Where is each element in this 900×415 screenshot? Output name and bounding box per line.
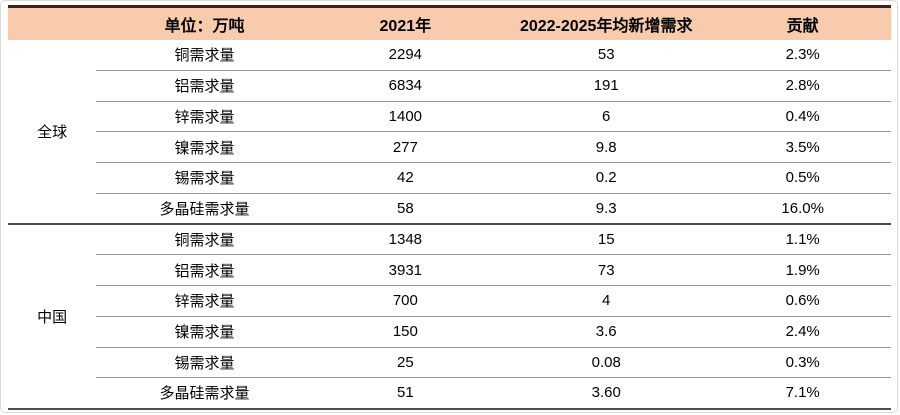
table-row: 多晶硅需求量 58 9.3 16.0% xyxy=(8,193,891,225)
value-2021-cell: 700 xyxy=(312,285,499,317)
table-row: 锡需求量 42 0.2 0.5% xyxy=(8,162,891,194)
value-new-demand-cell: 3.6 xyxy=(498,316,715,348)
value-new-demand-cell: 15 xyxy=(498,224,715,256)
metal-demand-table: 单位：万吨 2021年 2022-2025年均新增需求 贡献 全球 铜需求量 229… xyxy=(8,5,891,410)
value-contribution-cell: 0.6% xyxy=(714,285,891,317)
value-contribution-cell: 0.3% xyxy=(714,347,891,379)
item-name-cell: 铝需求量 xyxy=(96,70,313,102)
item-name-cell: 锡需求量 xyxy=(96,347,313,379)
value-new-demand-cell: 4 xyxy=(498,285,715,317)
value-new-demand-cell: 191 xyxy=(498,70,715,102)
table-row: 铝需求量 3931 73 1.9% xyxy=(8,254,891,286)
value-2021-cell: 3931 xyxy=(312,254,499,286)
value-contribution-cell: 0.4% xyxy=(714,101,891,133)
header-cell-contribution: 贡献 xyxy=(714,5,891,40)
item-name-cell: 铝需求量 xyxy=(96,254,313,286)
value-contribution-cell: 2.4% xyxy=(714,316,891,348)
value-2021-cell: 42 xyxy=(312,162,499,194)
value-new-demand-cell: 6 xyxy=(498,101,715,133)
value-2021-cell: 51 xyxy=(312,377,499,410)
header-cell-new-demand: 2022-2025年均新增需求 xyxy=(498,5,715,40)
value-2021-cell: 277 xyxy=(312,131,499,163)
value-2021-cell: 150 xyxy=(312,316,499,348)
table-row: 锌需求量 700 4 0.6% xyxy=(8,285,891,317)
value-new-demand-cell: 0.08 xyxy=(498,347,715,379)
value-new-demand-cell: 73 xyxy=(498,254,715,286)
value-new-demand-cell: 53 xyxy=(498,39,715,71)
header-cell-unit: 单位：万吨 xyxy=(96,5,313,40)
table-row: 镍需求量 150 3.6 2.4% xyxy=(8,316,891,348)
table-body: 全球 铜需求量 2294 53 2.3% 铝需求量 6834 191 2.8% 锌需求量 1400 6… xyxy=(8,39,891,410)
value-new-demand-cell: 9.3 xyxy=(498,193,715,225)
value-contribution-cell: 2.8% xyxy=(714,70,891,102)
item-name-cell: 铜需求量 xyxy=(96,224,313,256)
group-label: 全球 xyxy=(8,39,97,225)
value-new-demand-cell: 0.2 xyxy=(498,162,715,194)
item-name-cell: 镍需求量 xyxy=(96,131,313,163)
item-name-cell: 锡需求量 xyxy=(96,162,313,194)
item-name-cell: 镍需求量 xyxy=(96,316,313,348)
value-2021-cell: 2294 xyxy=(312,39,499,71)
group-label: 中国 xyxy=(8,224,97,410)
header-cell-region xyxy=(8,5,97,40)
table-header: 单位：万吨 2021年 2022-2025年均新增需求 贡献 xyxy=(8,5,891,40)
table-row: 镍需求量 277 9.8 3.5% xyxy=(8,131,891,163)
item-name-cell: 锌需求量 xyxy=(96,285,313,317)
item-name-cell: 铜需求量 xyxy=(96,39,313,71)
value-new-demand-cell: 3.60 xyxy=(498,377,715,410)
value-contribution-cell: 7.1% xyxy=(714,377,891,410)
value-contribution-cell: 0.5% xyxy=(714,162,891,194)
value-2021-cell: 1400 xyxy=(312,101,499,133)
value-new-demand-cell: 9.8 xyxy=(498,131,715,163)
item-name-cell: 多晶硅需求量 xyxy=(96,193,313,225)
item-name-cell: 多晶硅需求量 xyxy=(96,377,313,410)
item-name-cell: 锌需求量 xyxy=(96,101,313,133)
header-row: 单位：万吨 2021年 2022-2025年均新增需求 贡献 xyxy=(8,5,891,40)
table-row: 锌需求量 1400 6 0.4% xyxy=(8,101,891,133)
table-row: 锡需求量 25 0.08 0.3% xyxy=(8,347,891,379)
table-row: 中国 铜需求量 1348 15 1.1% xyxy=(8,224,891,410)
value-contribution-cell: 2.3% xyxy=(714,39,891,71)
value-2021-cell: 58 xyxy=(312,193,499,225)
table-row: 多晶硅需求量 51 3.60 7.1% xyxy=(8,377,891,410)
table-row: 全球 铜需求量 2294 53 2.3% xyxy=(8,39,891,225)
value-2021-cell: 25 xyxy=(312,347,499,379)
table-row: 铝需求量 6834 191 2.8% xyxy=(8,70,891,102)
value-contribution-cell: 3.5% xyxy=(714,131,891,163)
value-contribution-cell: 1.9% xyxy=(714,254,891,286)
header-cell-2021: 2021年 xyxy=(312,5,499,40)
value-contribution-cell: 1.1% xyxy=(714,224,891,256)
value-2021-cell: 1348 xyxy=(312,224,499,256)
value-contribution-cell: 16.0% xyxy=(714,193,891,225)
value-2021-cell: 6834 xyxy=(312,70,499,102)
